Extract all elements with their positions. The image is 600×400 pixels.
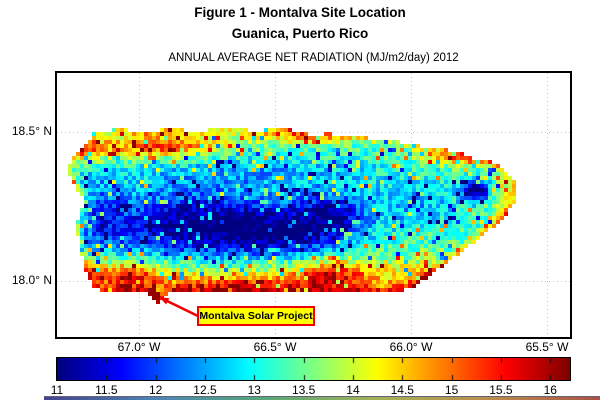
colorbar-tick-label: 12 bbox=[148, 383, 163, 397]
colorbar bbox=[56, 357, 571, 381]
figure-title-line2: Guanica, Puerto Rico bbox=[231, 26, 369, 41]
colorbar-tick-label: 15 bbox=[444, 383, 459, 397]
colorbar-tick-label: 13 bbox=[247, 383, 261, 397]
x-tick-label: 66.5° W bbox=[253, 340, 297, 354]
x-tick-label: 67.0° W bbox=[117, 340, 161, 354]
figure-title-line1: Figure 1 - Montalva Site Location bbox=[194, 5, 406, 20]
chart-title: ANNUAL AVERAGE NET RADIATION (MJ/m2/day)… bbox=[168, 52, 459, 64]
colorbar-tick-label: 14.5 bbox=[390, 383, 414, 397]
colorbar-tick-label: 11 bbox=[50, 383, 64, 397]
y-tick-label: 18.5° N bbox=[11, 124, 52, 138]
x-tick-label: 65.5° W bbox=[525, 340, 569, 354]
x-tick-label: 66.0° W bbox=[389, 340, 433, 354]
colorbar-tick-label: 14 bbox=[346, 383, 360, 397]
radiation-heatmap-canvas bbox=[57, 73, 570, 337]
colorbar-tick-label: 15.5 bbox=[489, 383, 513, 397]
colorbar-canvas bbox=[57, 358, 570, 380]
y-tick-label: 18.0° N bbox=[11, 273, 52, 287]
colorbar-tick-label: 13.5 bbox=[291, 383, 316, 397]
bottom-partial-strip bbox=[44, 396, 600, 400]
colorbar-tick-label: 11.5 bbox=[95, 383, 118, 397]
colorbar-tick-label: 16 bbox=[543, 383, 557, 397]
colorbar-tick-label: 12.5 bbox=[193, 383, 217, 397]
map-plot-area bbox=[55, 71, 572, 339]
annotation-label: Montalva Solar Project bbox=[197, 306, 315, 326]
